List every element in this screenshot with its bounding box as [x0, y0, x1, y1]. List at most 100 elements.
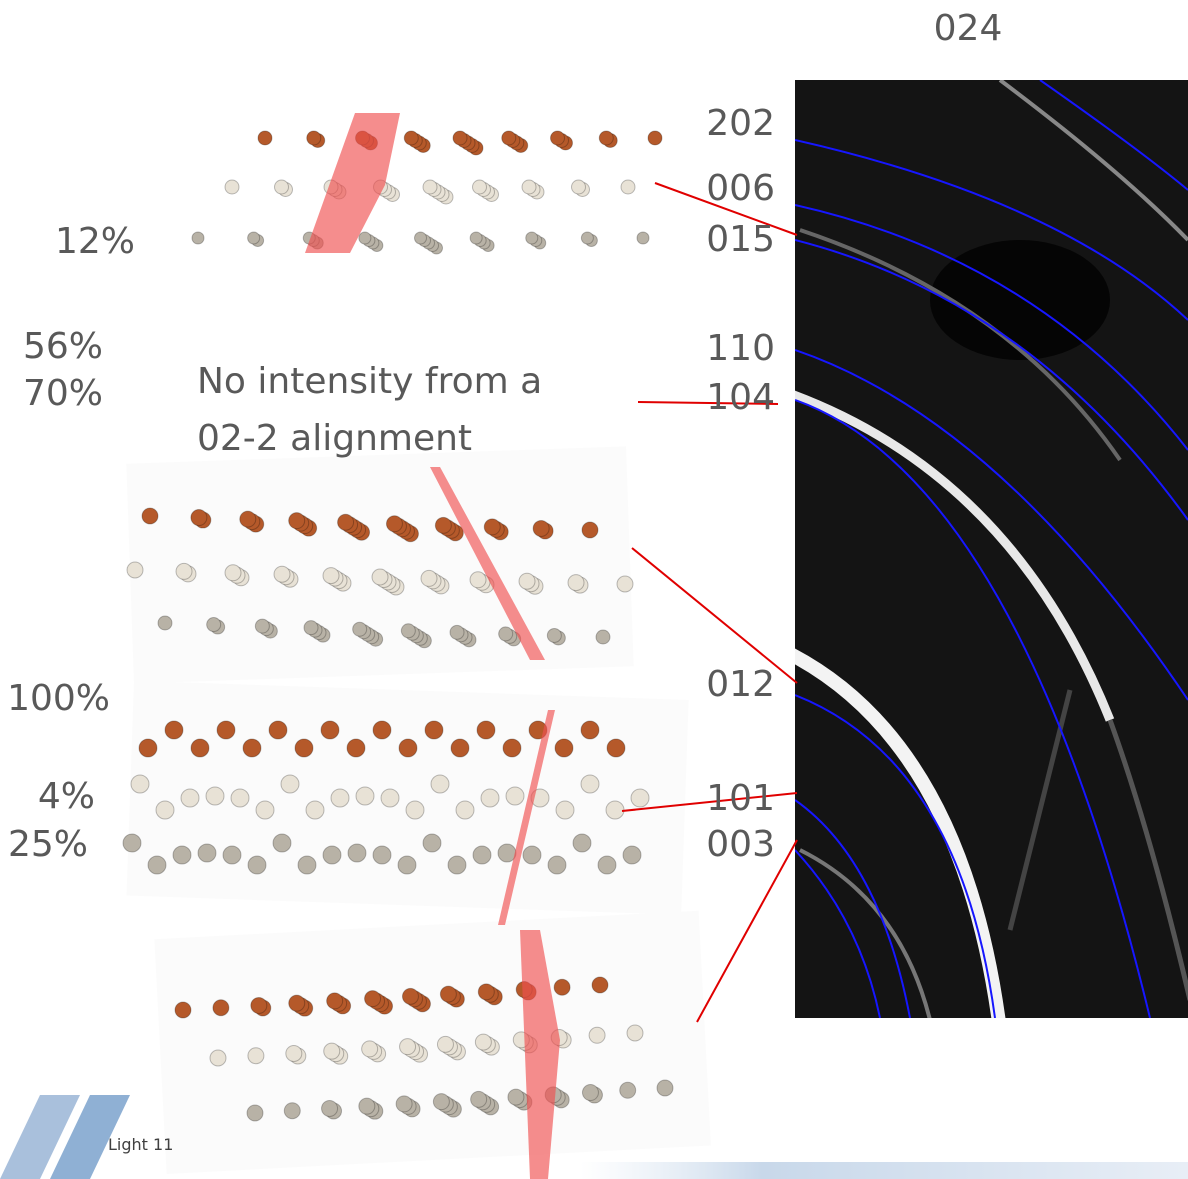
- atom: [572, 180, 586, 194]
- atom: [396, 1096, 412, 1112]
- atom: [406, 801, 424, 819]
- atom: [607, 739, 625, 757]
- atom: [191, 510, 207, 526]
- atom: [225, 180, 239, 194]
- ring-label: 104: [706, 377, 775, 418]
- ring-label: 006: [706, 168, 775, 209]
- atom: [362, 1041, 378, 1057]
- atom: [620, 1082, 636, 1098]
- annotation: No intensity from a: [197, 361, 542, 402]
- diffraction-image: [760, 80, 1188, 1030]
- atom: [533, 520, 549, 536]
- atom: [470, 232, 482, 244]
- ring-label: 015: [706, 219, 775, 260]
- atom: [347, 739, 365, 757]
- atom: [356, 787, 374, 805]
- ring-label: 003: [706, 824, 775, 865]
- atom: [142, 508, 158, 524]
- atom: [547, 628, 561, 642]
- atom: [581, 775, 599, 793]
- atom: [348, 844, 366, 862]
- atom: [404, 131, 418, 145]
- atom: [623, 846, 641, 864]
- atom: [415, 232, 427, 244]
- atom: [247, 1105, 263, 1121]
- atom: [248, 232, 260, 244]
- atom: [657, 1080, 673, 1096]
- atom: [307, 131, 321, 145]
- atom: [323, 846, 341, 864]
- crystal-panel: [154, 911, 711, 1174]
- atom: [399, 739, 417, 757]
- atom: [274, 566, 290, 582]
- atom: [243, 739, 261, 757]
- atom: [581, 232, 593, 244]
- atom: [471, 1091, 487, 1107]
- atom: [127, 562, 143, 578]
- atom: [284, 1103, 300, 1119]
- atom: [148, 856, 166, 874]
- annotation: 02-2 alignment: [197, 418, 472, 459]
- atom: [240, 511, 256, 527]
- atom: [555, 739, 573, 757]
- atom: [596, 630, 610, 644]
- atom: [648, 131, 662, 145]
- atom: [582, 522, 598, 538]
- atom: [207, 618, 221, 632]
- atom: [581, 721, 599, 739]
- intensity-label: 70%: [23, 373, 103, 414]
- atom: [231, 789, 249, 807]
- atom: [289, 513, 305, 529]
- atom: [306, 801, 324, 819]
- atom: [425, 721, 443, 739]
- atom: [165, 721, 183, 739]
- atom: [248, 1048, 264, 1064]
- atom: [158, 616, 172, 630]
- atom: [473, 180, 487, 194]
- atom: [176, 563, 192, 579]
- atom: [269, 721, 287, 739]
- atom: [181, 789, 199, 807]
- atom: [275, 180, 289, 194]
- atom: [255, 619, 269, 633]
- atom: [435, 517, 451, 533]
- atom: [475, 1034, 491, 1050]
- atom: [298, 856, 316, 874]
- atom: [373, 721, 391, 739]
- atom: [192, 232, 204, 244]
- atom: [453, 131, 467, 145]
- atom: [139, 739, 157, 757]
- atom: [304, 621, 318, 635]
- atom: [637, 232, 649, 244]
- atom: [568, 575, 584, 591]
- atom: [523, 846, 541, 864]
- atom: [627, 1025, 643, 1041]
- atom: [386, 516, 402, 532]
- atom: [323, 568, 339, 584]
- atom: [322, 1100, 338, 1116]
- atom: [359, 232, 371, 244]
- atom: [573, 834, 591, 852]
- atom: [484, 519, 500, 535]
- atom: [556, 801, 574, 819]
- atom: [451, 739, 469, 757]
- atom: [506, 787, 524, 805]
- atom: [548, 856, 566, 874]
- atom: [598, 856, 616, 874]
- atom: [289, 995, 305, 1011]
- atom: [526, 232, 538, 244]
- atom: [248, 856, 266, 874]
- atom: [365, 991, 381, 1007]
- atom: [448, 856, 466, 874]
- slide: 024 202 006 015 110 104 012 101 003 12% …: [0, 0, 1188, 1179]
- atom: [381, 789, 399, 807]
- atom: [400, 1039, 416, 1055]
- atom: [508, 1089, 524, 1105]
- atom: [621, 180, 635, 194]
- atom: [359, 1098, 375, 1114]
- atom: [437, 1036, 453, 1052]
- intensity-label: 56%: [23, 326, 103, 367]
- atom: [123, 834, 141, 852]
- atom: [481, 789, 499, 807]
- atom: [372, 569, 388, 585]
